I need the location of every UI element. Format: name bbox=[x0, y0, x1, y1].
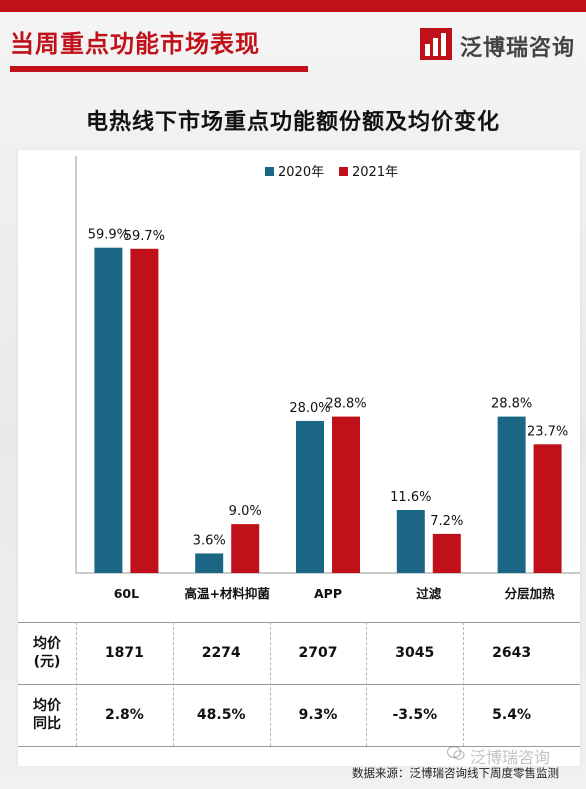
table-bottom-border bbox=[18, 746, 580, 747]
data-source: 数据来源：泛博瑞咨询线下周度零售监测 bbox=[352, 766, 559, 780]
brand-name: 泛博瑞咨询 bbox=[460, 36, 576, 61]
table-cell: 5.4% bbox=[492, 707, 531, 723]
table-divider bbox=[366, 622, 367, 746]
table-top-border bbox=[18, 622, 580, 623]
table-cell: 2643 bbox=[492, 645, 532, 661]
table-row-avg-price: 均价 (元) 1871 2274 2707 3045 2643 bbox=[18, 622, 580, 684]
data-label: 59.7% bbox=[124, 229, 165, 244]
x-tick-label: 高温+材料抑菌 bbox=[184, 586, 270, 601]
data-label: 7.2% bbox=[430, 514, 463, 529]
bar-chart: 2020年 2021年 59.9%59.7% 60L 3.6%9.0% 高温+材料抑菌 28… bbox=[75, 156, 580, 601]
table-divider bbox=[173, 622, 174, 746]
bar bbox=[130, 248, 159, 573]
table-divider bbox=[270, 622, 271, 746]
table-middle-border bbox=[18, 684, 580, 685]
row-header-avg-price: 均价 (元) bbox=[33, 636, 61, 670]
watermark: 泛博瑞咨询 bbox=[470, 748, 551, 767]
chart-card: 2020年 2021年 59.9% 59.7% 60L 3.6% 9.0% 高温+材料抑菌 28… bbox=[18, 150, 580, 766]
title-underline bbox=[10, 66, 308, 72]
bar bbox=[497, 416, 526, 573]
table-cell: 2274 bbox=[201, 645, 241, 661]
bar bbox=[332, 416, 360, 573]
table-cell: -3.5% bbox=[392, 707, 438, 723]
bar bbox=[195, 553, 224, 573]
x-tick-label: APP bbox=[314, 586, 342, 601]
row-header-yoy: 均价 同比 bbox=[33, 698, 61, 732]
x-tick-label: 过滤 bbox=[416, 586, 442, 601]
data-label: 11.6% bbox=[390, 490, 431, 505]
bar bbox=[533, 444, 562, 573]
legend-label: 2021年 bbox=[352, 165, 398, 180]
table-cell: 9.3% bbox=[298, 707, 338, 723]
legend-swatch bbox=[339, 167, 348, 176]
top-accent-strip bbox=[0, 0, 586, 12]
data-label: 28.8% bbox=[325, 397, 366, 412]
table-divider bbox=[463, 622, 464, 746]
x-tick-label: 60L bbox=[114, 586, 139, 601]
data-label: 59.9% bbox=[88, 228, 129, 243]
data-label: 28.0% bbox=[289, 401, 330, 416]
data-label: 28.8% bbox=[491, 397, 532, 412]
table-cell: 3045 bbox=[395, 645, 435, 661]
table-cell: 2707 bbox=[298, 645, 338, 661]
table-divider bbox=[76, 622, 77, 746]
price-table: 均价 (元) 1871 2274 2707 3045 2643 均价 同比 2.8%… bbox=[18, 622, 580, 760]
table-row-yoy: 均价 同比 2.8% 48.5% 9.3% -3.5% 5.4% bbox=[18, 684, 580, 746]
bar bbox=[231, 524, 260, 573]
table-cell: 48.5% bbox=[196, 707, 246, 723]
data-label: 23.7% bbox=[527, 424, 568, 439]
data-label: 3.6% bbox=[193, 533, 226, 548]
brand-logo: 泛博瑞咨询 bbox=[420, 26, 580, 62]
data-label: 9.0% bbox=[229, 504, 262, 519]
wechat-icon bbox=[447, 745, 465, 760]
legend-label: 2020年 bbox=[278, 165, 324, 180]
page-title: 当周重点功能市场表现 bbox=[10, 30, 260, 58]
bar bbox=[432, 533, 461, 573]
table-cell: 1871 bbox=[104, 645, 144, 661]
x-tick-label: 分层加热 bbox=[505, 586, 556, 601]
bar-chart-icon bbox=[420, 28, 452, 60]
legend-swatch bbox=[265, 167, 274, 176]
bar bbox=[94, 247, 123, 573]
chart-title: 电热线下市场重点功能额份额及均价变化 bbox=[85, 110, 500, 135]
bar bbox=[396, 510, 425, 573]
bar bbox=[296, 420, 324, 573]
table-cell: 2.8% bbox=[104, 707, 144, 723]
